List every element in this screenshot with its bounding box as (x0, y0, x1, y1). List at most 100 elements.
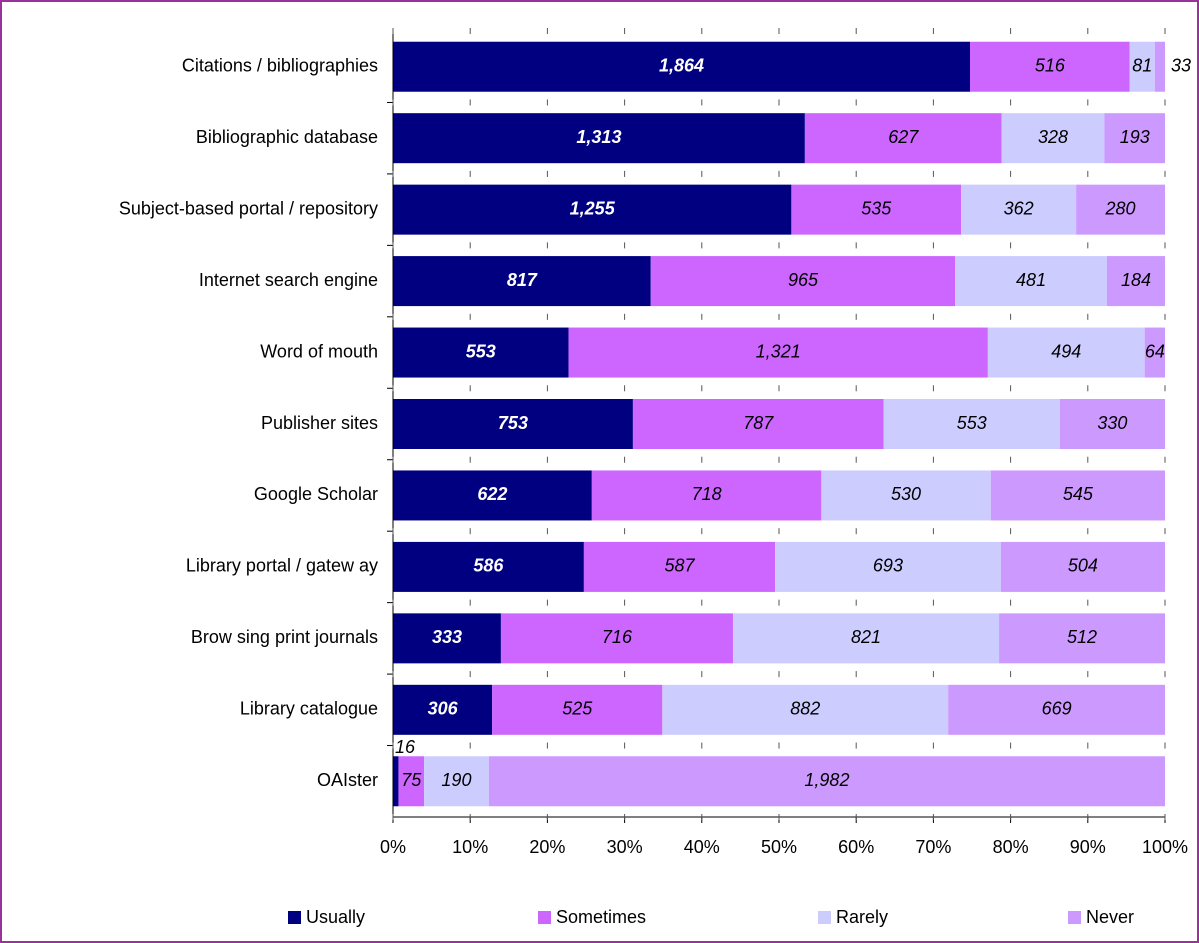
data-label: 494 (1051, 341, 1081, 361)
x-tick-label: 90% (1070, 837, 1106, 857)
legend-swatch (1068, 911, 1081, 924)
bar-segment (583, 541, 776, 592)
bar-segment (393, 541, 584, 592)
bar-segment (393, 327, 569, 378)
legend-swatch (818, 911, 831, 924)
bar-segment (948, 684, 1165, 735)
bar-segment (1129, 41, 1155, 92)
x-tick-label: 40% (684, 837, 720, 857)
legend-label: Sometimes (556, 907, 646, 927)
bar-segment (650, 256, 956, 307)
x-tick-label: 60% (838, 837, 874, 857)
bar-segment (1001, 113, 1105, 164)
category-label: Internet search engine (199, 270, 378, 290)
category-label: Subject-based portal / repository (119, 198, 378, 218)
data-label: 193 (1120, 127, 1150, 147)
bar-segment (883, 399, 1060, 449)
data-label: 1,321 (756, 341, 801, 361)
data-label: 481 (1016, 270, 1046, 290)
category-label: Word of mouth (260, 341, 378, 361)
data-label: 190 (441, 770, 471, 790)
data-label: 512 (1067, 627, 1097, 647)
category-label: Citations / bibliographies (182, 55, 378, 75)
data-label: 553 (957, 413, 987, 433)
data-label: 535 (861, 198, 892, 218)
data-label: 1,313 (576, 127, 621, 147)
x-tick-label: 0% (380, 837, 406, 857)
data-label: 330 (1097, 413, 1127, 433)
data-label: 306 (428, 699, 459, 719)
data-label: 1,982 (804, 770, 849, 790)
legend-label: Usually (306, 907, 365, 927)
data-label: 516 (1035, 55, 1066, 75)
bar-segment (500, 613, 733, 664)
bar-segment (775, 541, 1001, 592)
bar-segment (568, 327, 988, 378)
data-label: 184 (1121, 270, 1151, 290)
legend-label: Rarely (836, 907, 888, 927)
bar-segment (393, 756, 399, 807)
data-label: 965 (788, 270, 819, 290)
legend-swatch (288, 911, 301, 924)
bar-segment (1000, 541, 1165, 592)
bar-segment (393, 184, 792, 235)
data-label: 821 (851, 627, 881, 647)
bar-segment (1154, 41, 1165, 92)
bar-segment (1076, 184, 1165, 235)
data-label: 669 (1042, 699, 1072, 719)
bar-segment (804, 113, 1002, 164)
x-tick-label: 70% (915, 837, 951, 857)
bar-segment (955, 256, 1107, 307)
bar-segment (393, 470, 592, 521)
data-label: 693 (873, 556, 903, 576)
data-label: 545 (1063, 484, 1094, 504)
category-label: Publisher sites (261, 413, 378, 433)
data-label: 627 (888, 127, 919, 147)
bar-segment (632, 399, 884, 449)
data-label: 716 (602, 627, 633, 647)
bar-segment (1104, 113, 1165, 164)
bar-segment (1059, 399, 1165, 449)
category-label: OAIster (317, 770, 378, 790)
data-label: 817 (507, 270, 538, 290)
x-tick-label: 80% (993, 837, 1029, 857)
bar-segment (999, 613, 1165, 664)
data-label: 1,864 (659, 55, 704, 75)
bar-segment (591, 470, 822, 521)
bar-segment (393, 113, 805, 164)
data-label: 1,255 (570, 198, 616, 218)
data-label: 882 (790, 699, 820, 719)
data-label: 622 (477, 484, 507, 504)
bar-segment (821, 470, 991, 521)
bar-segment (393, 613, 501, 664)
bar-segment (1106, 256, 1165, 307)
bar-segment (969, 41, 1130, 92)
bar-segment (492, 684, 663, 735)
x-tick-label: 50% (761, 837, 797, 857)
data-label: 280 (1105, 198, 1136, 218)
bar-segment (393, 41, 970, 92)
category-label: Bibliographic database (196, 127, 378, 147)
bar-segment (393, 399, 633, 449)
bar-segment (732, 613, 1000, 664)
bar-segment (424, 756, 489, 807)
category-label: Google Scholar (254, 484, 378, 504)
bar-segment (990, 470, 1165, 521)
data-label: 328 (1038, 127, 1068, 147)
bar-segment (393, 256, 651, 307)
data-label: 504 (1068, 556, 1098, 576)
bar-segment (488, 756, 1165, 807)
data-label: 753 (498, 413, 528, 433)
data-label: 530 (891, 484, 921, 504)
category-label: Brow sing print journals (191, 627, 378, 647)
data-label: 586 (473, 556, 504, 576)
data-label: 587 (664, 556, 695, 576)
bar-segment (662, 684, 949, 735)
bar-segment (961, 184, 1077, 235)
x-tick-label: 30% (607, 837, 643, 857)
data-label: 16 (395, 737, 416, 757)
data-label: 718 (692, 484, 722, 504)
